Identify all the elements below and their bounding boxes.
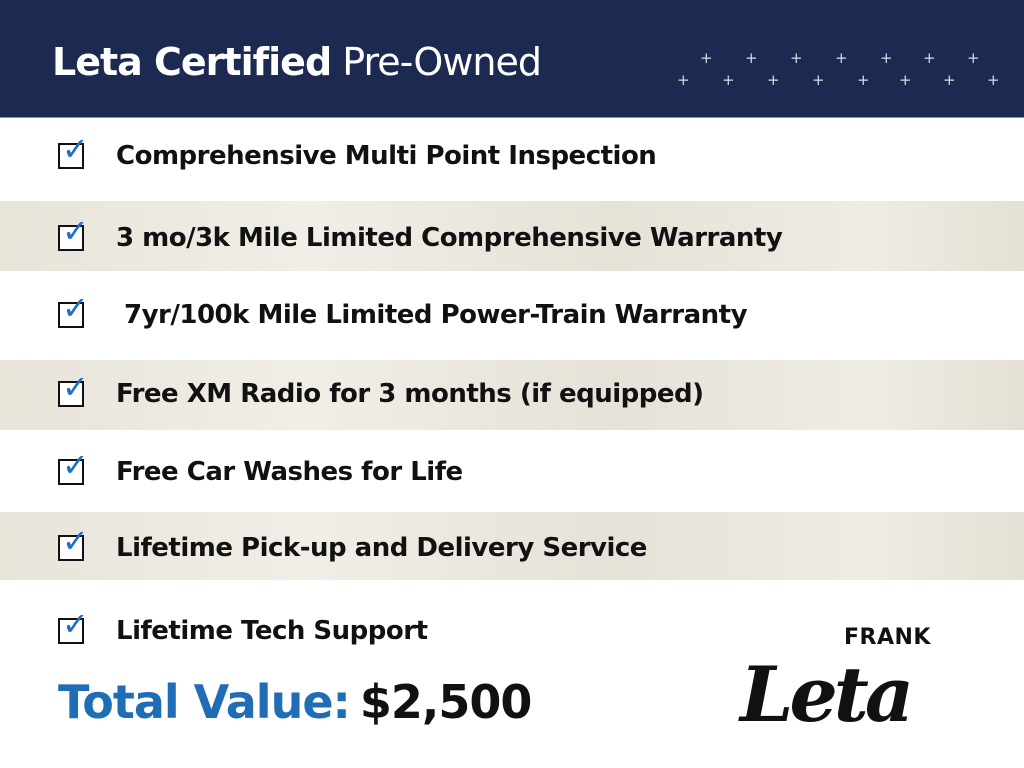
texture-band	[0, 360, 1024, 430]
plus-icon: +	[899, 71, 912, 89]
item-label: Lifetime Pick-up and Delivery Service	[116, 533, 647, 563]
checkbox: ✓	[58, 606, 89, 644]
page-title: Leta Certified Pre-Owned	[52, 40, 542, 84]
checkbox: ✓	[58, 131, 89, 169]
frank-leta-logo: FRANK Leta	[740, 626, 960, 756]
checklist-item: ✓ Comprehensive Multi Point Inspection	[58, 131, 657, 173]
logo-script: Leta	[740, 650, 914, 739]
item-label: Comprehensive Multi Point Inspection	[116, 141, 657, 171]
logo-frank: FRANK	[844, 625, 931, 650]
plus-icon: +	[943, 71, 956, 89]
item-label: 7yr/100k Mile Limited Power-Train Warran…	[124, 300, 748, 330]
plus-icon: +	[923, 49, 936, 67]
plus-icon: +	[812, 71, 825, 89]
item-label: Free XM Radio for 3 months (if equipped)	[116, 379, 704, 409]
plus-icon: +	[745, 49, 758, 67]
item-label: 3 mo/3k Mile Limited Comprehensive Warra…	[116, 223, 783, 253]
item-label: Lifetime Tech Support	[116, 616, 428, 646]
total-label: Total Value:	[58, 675, 351, 729]
checkmark-icon: ✓	[62, 446, 89, 484]
checkmark-icon: ✓	[62, 522, 89, 560]
texture-band	[0, 201, 1024, 271]
checklist-item: ✓ 3 mo/3k Mile Limited Comprehensive Warr…	[58, 213, 783, 255]
plus-icon: +	[880, 49, 893, 67]
total-amount: $2,500	[359, 675, 533, 729]
checklist-item: ✓ Lifetime Tech Support	[58, 606, 428, 648]
checklist-item: ✓ 7yr/100k Mile Limited Power-Train Warra…	[58, 290, 748, 332]
checkmark-icon: ✓	[62, 212, 89, 250]
checkmark-icon: ✓	[62, 130, 89, 168]
total-value: Total Value: $2,500	[58, 675, 533, 729]
checkbox: ✓	[58, 369, 89, 407]
item-label: Free Car Washes for Life	[116, 457, 463, 487]
checkbox: ✓	[58, 213, 89, 251]
plus-icon: +	[835, 49, 848, 67]
checkmark-icon: ✓	[62, 368, 89, 406]
plus-icon: +	[722, 71, 735, 89]
plus-icon: +	[967, 49, 980, 67]
checkmark-icon: ✓	[62, 289, 89, 327]
plus-icon: +	[857, 71, 870, 89]
plus-icon: +	[987, 71, 1000, 89]
checklist-item: ✓ Free XM Radio for 3 months (if equipped…	[58, 369, 704, 411]
plus-icon: +	[767, 71, 780, 89]
checklist-item: ✓ Lifetime Pick-up and Delivery Service	[58, 523, 647, 565]
checkbox: ✓	[58, 290, 89, 328]
checkmark-icon: ✓	[62, 605, 89, 643]
plus-icon: +	[700, 49, 713, 67]
checklist-item: ✓ Free Car Washes for Life	[58, 447, 463, 489]
title-light: Pre-Owned	[342, 40, 542, 84]
title-bold: Leta Certified	[52, 40, 332, 84]
plus-icon: +	[677, 71, 690, 89]
checkbox: ✓	[58, 523, 89, 561]
texture-band	[0, 512, 1024, 580]
header-banner: Leta Certified Pre-Owned + + + + + + + + + + + + + + +	[0, 0, 1024, 118]
checkbox: ✓	[58, 447, 89, 485]
plus-icon: +	[790, 49, 803, 67]
